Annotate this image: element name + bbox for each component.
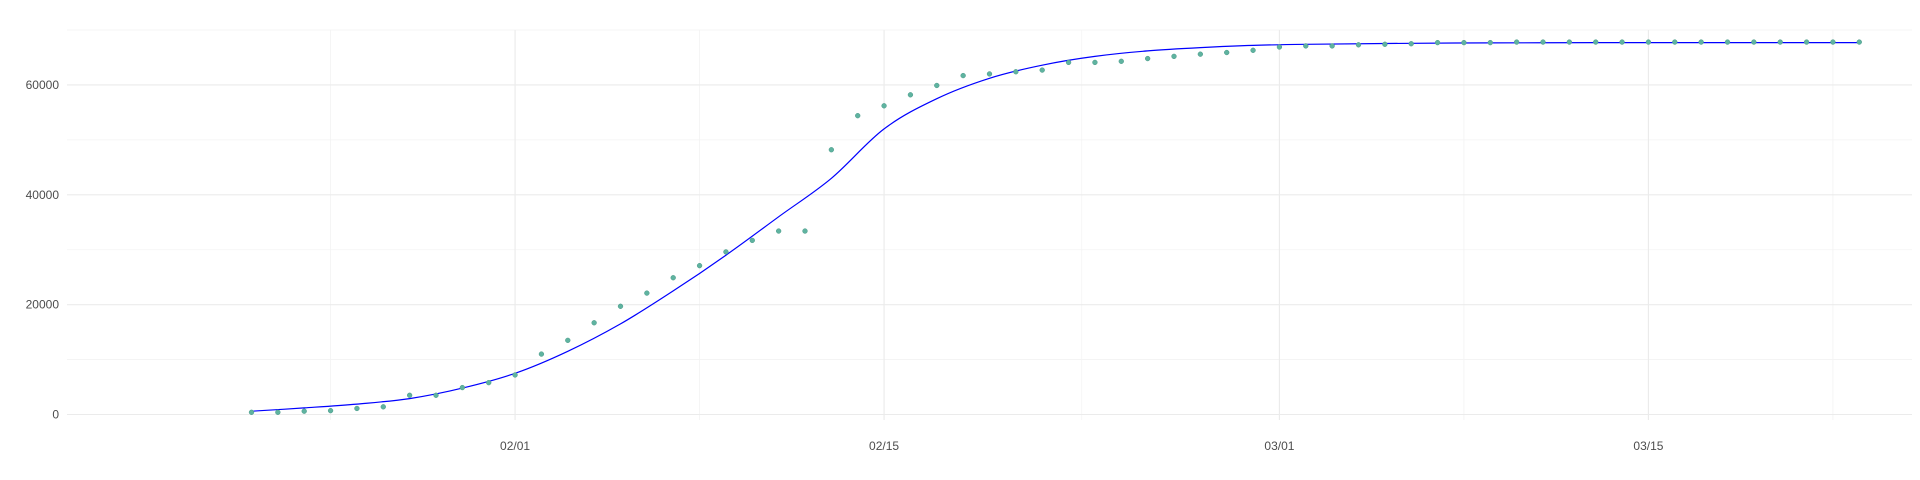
data-point: [248, 409, 255, 415]
data-point: [1092, 59, 1098, 66]
data-point: [1540, 39, 1546, 45]
data-point: [855, 113, 861, 119]
data-point: [380, 404, 386, 410]
data-point: [1224, 49, 1230, 56]
data-point: [1408, 41, 1414, 47]
data-point: [775, 228, 782, 234]
x-axis-tick-labels: 02/01 02/15 03/01 03/15: [500, 439, 1664, 453]
data-point: [749, 237, 755, 244]
data-point: [1830, 39, 1836, 45]
data-point: [881, 103, 887, 109]
data-point: [907, 92, 914, 98]
data-point: [406, 392, 413, 398]
data-point: [591, 320, 597, 326]
data-point: [1672, 39, 1678, 45]
data-point: [1013, 69, 1019, 75]
data-point: [433, 392, 439, 398]
data-point: [1461, 39, 1467, 46]
data-point: [1803, 39, 1810, 45]
data-point: [1276, 44, 1283, 50]
data-point: [512, 372, 518, 378]
data-point: [486, 379, 492, 386]
data-point: [1698, 39, 1704, 45]
data-point: [802, 228, 808, 234]
data-point: [1065, 59, 1072, 66]
data-point: [1619, 39, 1625, 45]
y-tick-label: 60000: [26, 78, 60, 92]
minor-gridlines: [67, 29, 1912, 420]
data-point: [538, 351, 545, 357]
y-axis-tick-labels: 0 20000 40000 60000: [26, 78, 60, 422]
data-point: [1118, 58, 1124, 64]
data-points-layer: [248, 39, 1862, 415]
data-point: [1144, 55, 1151, 62]
data-point: [1777, 39, 1783, 45]
data-point: [1329, 43, 1335, 49]
data-point: [1724, 39, 1731, 45]
data-point: [670, 275, 676, 281]
data-point: [696, 262, 703, 269]
data-point: [459, 384, 466, 391]
data-point: [644, 290, 650, 296]
data-point: [1382, 41, 1388, 47]
data-point: [828, 147, 835, 153]
data-point: [1039, 67, 1045, 73]
major-gridlines: [67, 30, 1912, 420]
data-point: [1751, 39, 1757, 45]
data-point: [1250, 47, 1256, 53]
data-point: [617, 303, 624, 309]
fitted-curve-line: [251, 41, 1860, 412]
data-point: [723, 249, 729, 255]
x-tick-label: 03/15: [1633, 439, 1663, 453]
y-tick-label: 0: [52, 408, 59, 422]
data-point: [986, 71, 993, 77]
data-point: [1303, 43, 1309, 49]
x-tick-label: 02/01: [500, 439, 530, 453]
data-point: [1513, 39, 1520, 45]
data-point: [1593, 39, 1599, 45]
data-point: [1645, 39, 1652, 45]
data-point: [934, 82, 940, 89]
data-point: [1856, 39, 1862, 45]
x-tick-label: 03/01: [1264, 439, 1294, 453]
data-point: [275, 409, 281, 415]
x-tick-label: 02/15: [869, 439, 899, 453]
data-point: [1566, 39, 1573, 45]
data-point: [1197, 51, 1204, 57]
data-point: [565, 337, 571, 344]
data-point: [354, 405, 360, 412]
data-point: [1434, 39, 1441, 46]
data-point: [960, 72, 966, 79]
fitted-curve-layer: [251, 41, 1860, 412]
data-point: [1487, 39, 1493, 46]
data-point: [327, 408, 334, 414]
y-tick-label: 20000: [26, 298, 60, 312]
data-point: [301, 408, 307, 414]
y-tick-label: 40000: [26, 188, 60, 202]
data-point: [1171, 53, 1177, 60]
data-point: [1355, 42, 1362, 48]
